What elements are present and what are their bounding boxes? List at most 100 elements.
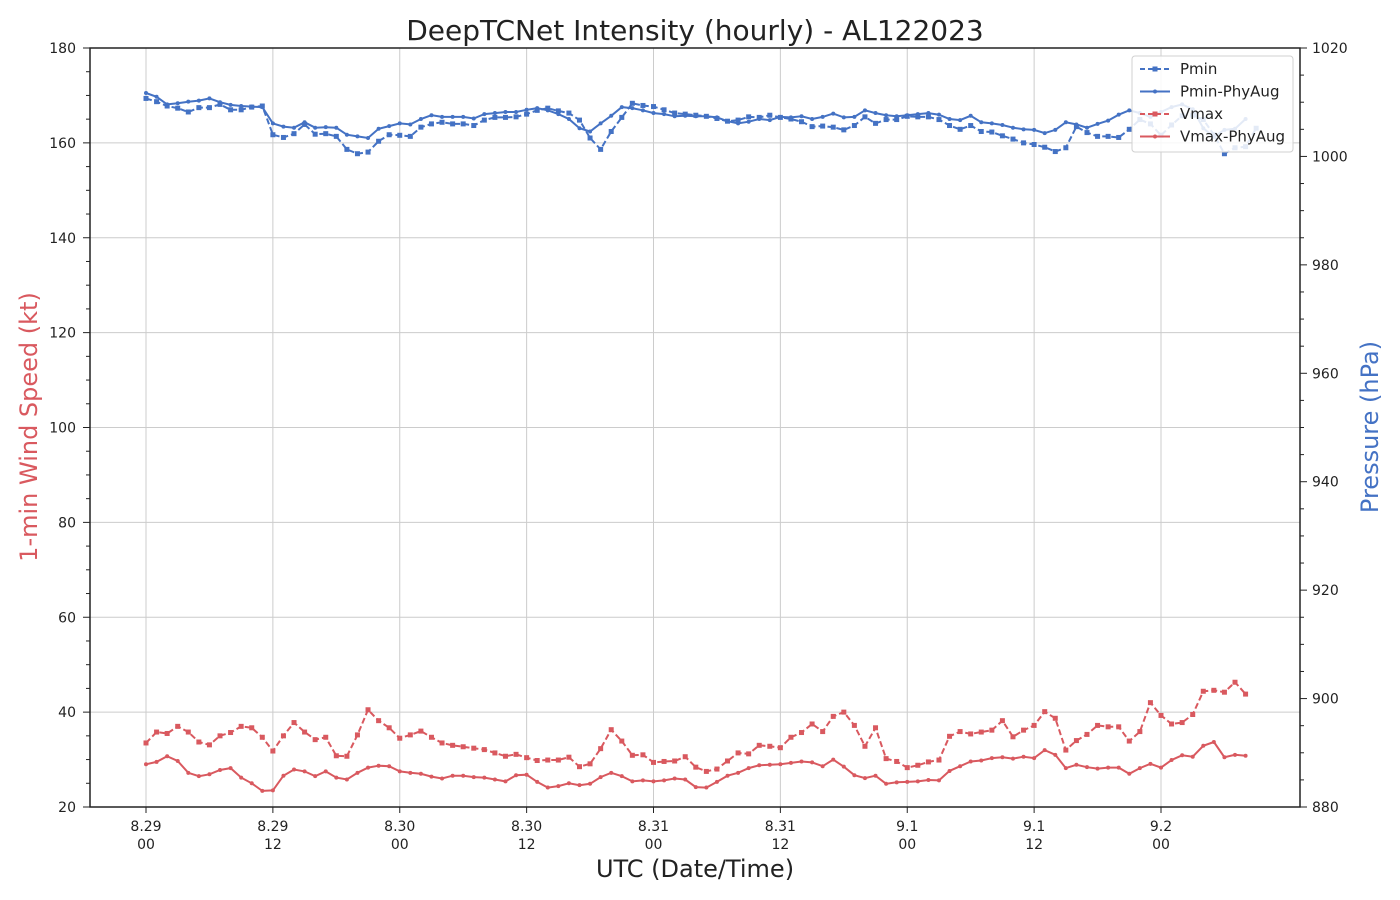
point-pmin-phyaug-4	[186, 99, 191, 104]
point-pmin-phyaug-67	[852, 114, 857, 119]
point-vmax-4	[185, 729, 191, 735]
point-pmin-66	[841, 127, 847, 133]
point-pmin-phyaug-59	[767, 118, 772, 123]
point-pmin-19	[344, 146, 350, 152]
point-vmax-phyaug-57	[746, 766, 751, 771]
point-pmin-25	[407, 133, 413, 139]
left-tick-label-40: 40	[58, 705, 76, 721]
point-vmax-8	[228, 730, 234, 736]
point-pmin-79	[978, 128, 984, 134]
point-vmax-phyaug-60	[778, 762, 783, 767]
point-vmax-6	[206, 742, 212, 748]
point-pmin-phyaug-31	[471, 116, 476, 121]
point-pmin-phyaug-55	[725, 119, 730, 124]
point-pmin-phyaug-24	[397, 121, 402, 126]
point-pmin-70	[883, 117, 889, 123]
point-vmax-phyaug-53	[704, 785, 709, 790]
point-vmax-phyaug-73	[915, 779, 920, 784]
point-vmax-99	[1190, 711, 1196, 717]
point-pmin-phyaug-38	[545, 108, 550, 113]
point-vmax-10	[249, 725, 255, 731]
point-vmax-phyaug-56	[736, 770, 741, 775]
point-vmax-104	[1243, 691, 1249, 697]
point-vmax-phyaug-7	[218, 767, 223, 772]
point-vmax-phyaug-48	[651, 779, 656, 784]
point-vmax-phyaug-11	[260, 788, 265, 793]
point-pmin-phyaug-46	[630, 106, 635, 111]
point-vmax-phyaug-80	[989, 756, 994, 761]
point-pmin-89	[1084, 130, 1090, 136]
point-vmax-41	[576, 764, 582, 770]
point-pmin-38	[545, 105, 551, 111]
point-pmin-phyaug-68	[862, 108, 867, 113]
point-vmax-3	[175, 723, 181, 729]
point-vmax-phyaug-100	[1201, 743, 1206, 748]
point-pmin-4	[185, 109, 191, 115]
point-pmin-76	[947, 123, 953, 129]
point-pmin-phyaug-76	[947, 117, 952, 122]
point-pmin-phyaug-73	[915, 112, 920, 117]
point-vmax-phyaug-29	[450, 773, 455, 778]
point-pmin-phyaug-64	[820, 114, 825, 119]
point-vmax-phyaug-38	[545, 785, 550, 790]
axes: 20 40 60 80 100 120 140 160 180 880 900 920 940 960 98…	[49, 41, 1347, 853]
point-pmin-87	[1063, 145, 1069, 151]
point-pmin-phyaug-29	[450, 114, 455, 119]
point-pmin-phyaug-1	[154, 94, 159, 99]
point-vmax-phyaug-9	[239, 775, 244, 780]
point-vmax-phyaug-32	[482, 775, 487, 780]
point-pmin-phyaug-72	[905, 113, 910, 118]
point-pmin-30	[460, 121, 466, 127]
point-vmax-2	[164, 730, 170, 736]
point-pmin-phyaug-50	[672, 114, 677, 119]
point-vmax-86	[1052, 715, 1058, 721]
point-vmax-phyaug-2	[165, 754, 170, 759]
x-tick-day-0: 8.29	[130, 819, 161, 835]
point-pmin-phyaug-60	[778, 114, 783, 119]
point-pmin-62	[799, 119, 805, 125]
point-vmax-0	[143, 740, 149, 746]
point-pmin-phyaug-53	[704, 114, 709, 119]
point-pmin-57	[746, 114, 752, 120]
left-tick-label-20: 20	[58, 800, 76, 816]
point-vmax-phyaug-76	[947, 768, 952, 773]
point-pmin-phyaug-16	[313, 125, 318, 130]
point-vmax-46	[629, 752, 635, 758]
point-vmax-89	[1084, 731, 1090, 737]
point-vmax-phyaug-101	[1211, 740, 1216, 745]
legend-label-vmax: Vmax	[1180, 105, 1223, 123]
point-vmax-phyaug-102	[1222, 755, 1227, 760]
point-vmax-phyaug-62	[799, 759, 804, 764]
point-vmax-phyaug-54	[714, 779, 719, 784]
point-vmax-43	[598, 746, 604, 752]
point-vmax-phyaug-71	[894, 780, 899, 785]
point-vmax-40	[566, 754, 572, 760]
point-vmax-70	[883, 756, 889, 762]
point-vmax-94	[1137, 729, 1143, 735]
point-pmin-50	[672, 110, 678, 116]
left-tick-label-160: 160	[49, 136, 76, 152]
point-vmax-73	[915, 762, 921, 768]
point-pmin-phyaug-84	[1032, 127, 1037, 132]
point-vmax-phyaug-66	[841, 764, 846, 769]
point-vmax-phyaug-90	[1095, 766, 1100, 771]
legend-marker-vmax	[1152, 111, 1158, 117]
point-pmin-phyaug-20	[355, 134, 360, 139]
point-vmax-33	[492, 750, 498, 756]
left-tick-label-100: 100	[49, 421, 76, 437]
point-vmax-65	[830, 713, 836, 719]
right-tick-label-940: 940	[1312, 475, 1339, 491]
point-pmin-phyaug-87	[1063, 120, 1068, 125]
point-vmax-87	[1063, 747, 1069, 753]
point-vmax-75	[936, 757, 942, 763]
right-tick-label-880: 880	[1312, 800, 1339, 816]
x-tick-day-1: 8.29	[257, 819, 288, 835]
point-pmin-phyaug-34	[503, 109, 508, 114]
point-pmin-59	[767, 112, 773, 118]
y-axis-left-title: 1-min Wind Speed (kt)	[15, 292, 43, 562]
point-pmin-15	[302, 121, 308, 127]
point-pmin-phyaug-28	[440, 114, 445, 119]
x-tick-hour-8: 00	[1152, 837, 1170, 853]
point-vmax-phyaug-88	[1074, 762, 1079, 767]
point-pmin-22	[376, 138, 382, 144]
